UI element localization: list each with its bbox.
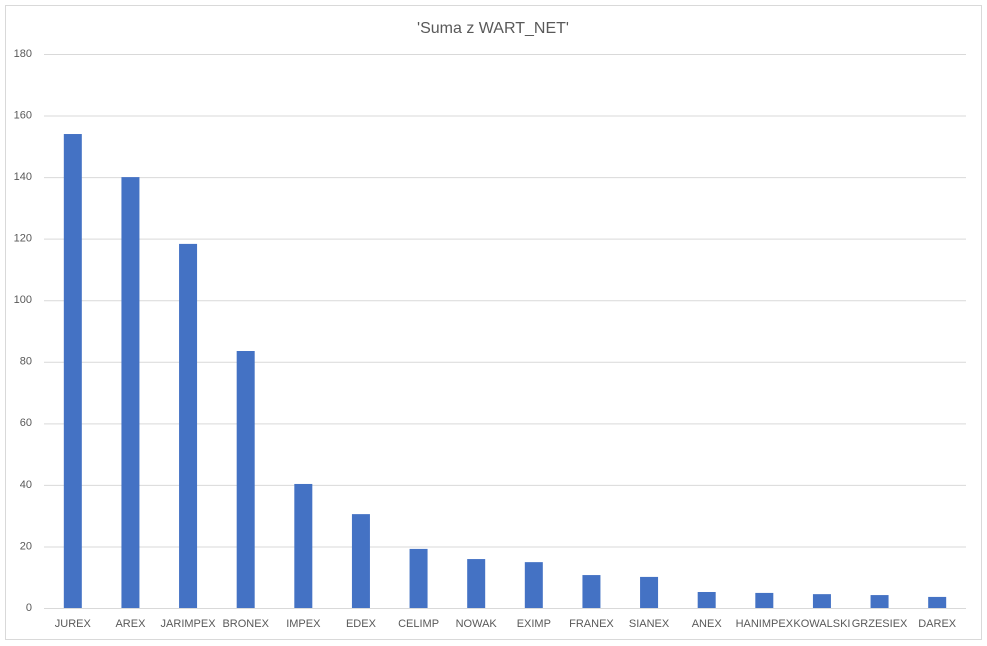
x-tick-label: BRONEX	[222, 618, 269, 630]
y-tick-label: 0	[26, 602, 32, 614]
bar	[640, 576, 659, 608]
x-tick-label: KOWALSKI	[793, 618, 850, 630]
y-tick-label: 100	[14, 294, 32, 306]
x-tick-label: ANEX	[692, 618, 723, 630]
bar	[409, 548, 428, 608]
chart-border	[5, 5, 982, 640]
x-tick-label: CELIMP	[398, 618, 439, 630]
y-tick-label: 20	[20, 540, 32, 552]
x-tick-label: SIANEX	[629, 618, 670, 630]
chart-title: 'Suma z WART_NET'	[417, 20, 569, 37]
x-tick-label: FRANEX	[569, 618, 614, 630]
y-tick-label: 160	[14, 109, 32, 121]
x-tick-label: NOWAK	[456, 618, 498, 630]
bar	[351, 514, 370, 608]
bar	[524, 562, 543, 608]
bar	[582, 575, 601, 608]
x-tick-label: JARIMPEX	[161, 618, 217, 630]
x-tick-label: HANIMPEX	[736, 618, 794, 630]
bar	[755, 592, 774, 608]
y-tick-label: 60	[20, 417, 32, 429]
bar	[63, 134, 82, 608]
x-tick-label: IMPEX	[286, 618, 321, 630]
bar	[697, 591, 716, 608]
y-tick-label: 140	[14, 171, 32, 183]
bar	[870, 595, 889, 608]
x-tick-label: EDEX	[346, 618, 377, 630]
bar	[928, 596, 947, 608]
x-tick-label: JUREX	[55, 618, 92, 630]
bar	[294, 483, 313, 608]
x-tick-label: DAREX	[918, 618, 957, 630]
y-tick-label: 180	[14, 48, 32, 60]
x-tick-label: EXIMP	[517, 618, 551, 630]
x-tick-label: GRZESIEX	[852, 618, 908, 630]
bar	[467, 559, 486, 608]
y-tick-label: 80	[20, 356, 32, 368]
y-tick-label: 120	[14, 233, 32, 245]
y-tick-label: 40	[20, 479, 32, 491]
bar	[236, 351, 255, 608]
x-tick-label: AREX	[115, 618, 146, 630]
bar	[121, 177, 140, 608]
bar	[812, 594, 831, 608]
bar	[179, 243, 198, 608]
